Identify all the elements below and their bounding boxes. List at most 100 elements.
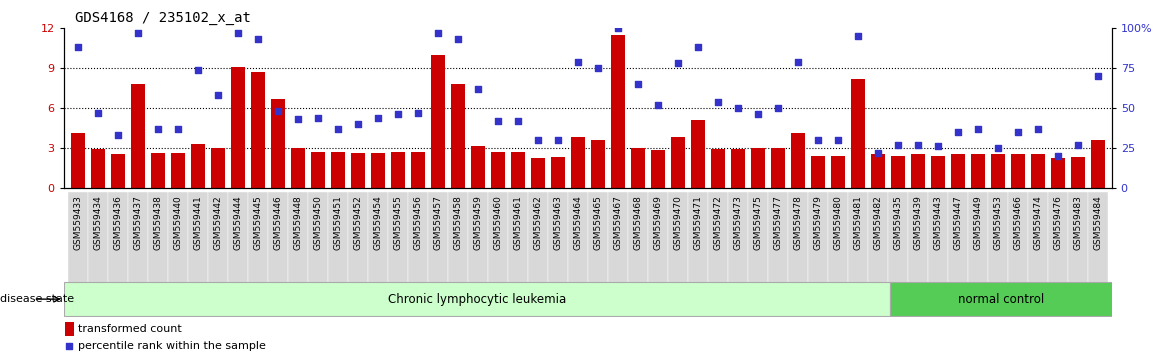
Bar (411, 152, 425, 188)
Point (888, 142, 907, 147)
Point (968, 126, 987, 132)
Bar (891, 156, 904, 188)
Bar (708, 193, 727, 283)
Bar (511, 152, 525, 188)
Bar (351, 153, 365, 188)
Bar (551, 157, 565, 188)
Point (228, 30, 247, 36)
Text: GSM559442: GSM559442 (213, 195, 222, 250)
Bar (830, 156, 844, 188)
Text: GSM559450: GSM559450 (313, 195, 322, 250)
Text: GSM559443: GSM559443 (933, 195, 943, 250)
Point (368, 115, 387, 120)
Bar (587, 193, 608, 283)
Bar (991, 154, 1005, 188)
Bar (491, 152, 505, 188)
Point (1009, 129, 1027, 135)
Point (948, 129, 967, 135)
Point (489, 118, 507, 124)
Text: GSM559433: GSM559433 (73, 195, 82, 250)
Bar (1007, 193, 1027, 283)
Text: GSM559467: GSM559467 (614, 195, 622, 250)
Bar (287, 193, 308, 283)
Point (629, 81, 647, 87)
Point (828, 137, 846, 143)
Bar (931, 156, 945, 188)
Text: GSM559447: GSM559447 (953, 195, 962, 250)
Text: GSM559436: GSM559436 (113, 195, 123, 250)
Point (508, 118, 527, 124)
Text: GSM559470: GSM559470 (673, 195, 682, 250)
Bar (331, 152, 345, 188)
Point (668, 61, 687, 66)
Bar (228, 193, 248, 283)
Point (1028, 126, 1047, 132)
Point (709, 99, 727, 104)
Bar (507, 193, 528, 283)
Bar (67, 193, 88, 283)
Text: Chronic lymphocytic leukemia: Chronic lymphocytic leukemia (388, 293, 566, 306)
Bar (250, 72, 265, 188)
Point (608, 25, 626, 31)
Bar (610, 35, 624, 188)
Point (769, 105, 787, 111)
Point (367, 263, 386, 268)
Bar (631, 148, 645, 188)
Text: GSM559464: GSM559464 (573, 195, 582, 250)
Bar (211, 148, 225, 188)
Bar (811, 156, 824, 188)
Bar (791, 133, 805, 188)
Bar (371, 153, 384, 188)
Point (728, 105, 747, 111)
Bar (191, 144, 205, 188)
Point (929, 143, 947, 149)
Bar (670, 137, 684, 188)
Point (288, 116, 307, 122)
Point (1069, 142, 1087, 147)
Text: GSM559471: GSM559471 (694, 195, 702, 250)
Point (329, 126, 347, 132)
Point (448, 37, 467, 42)
Bar (111, 154, 125, 188)
Text: GSM559483: GSM559483 (1073, 195, 1083, 250)
Bar (768, 193, 787, 283)
Point (129, 30, 147, 36)
Point (808, 137, 827, 143)
Bar (608, 193, 628, 283)
Bar (787, 193, 807, 283)
Bar (168, 193, 188, 283)
Bar (450, 84, 464, 188)
Bar (470, 147, 485, 188)
Point (588, 65, 607, 71)
Bar (647, 193, 668, 283)
Bar (668, 193, 688, 283)
Text: GSM559472: GSM559472 (713, 195, 723, 250)
Bar (988, 193, 1007, 283)
Bar (951, 154, 965, 188)
Bar (347, 193, 368, 283)
Bar (207, 193, 228, 283)
Point (388, 112, 406, 117)
Bar (127, 193, 148, 283)
Point (1089, 73, 1107, 79)
Text: GSM559459: GSM559459 (474, 195, 482, 250)
Bar (690, 120, 705, 188)
Bar (408, 193, 427, 283)
Point (409, 110, 427, 116)
Text: GSM559481: GSM559481 (853, 195, 863, 250)
Text: GDS4168 / 235102_x_at: GDS4168 / 235102_x_at (75, 11, 251, 25)
Point (748, 112, 767, 117)
Point (549, 137, 567, 143)
Text: GSM559476: GSM559476 (1053, 195, 1062, 250)
Text: GSM559462: GSM559462 (533, 195, 542, 250)
Bar (970, 154, 984, 188)
Bar (488, 193, 507, 283)
Text: GSM559484: GSM559484 (1093, 195, 1102, 250)
Point (349, 121, 367, 127)
Bar (64, 282, 891, 316)
Point (189, 67, 207, 73)
Bar (108, 193, 127, 283)
Text: GSM559449: GSM559449 (973, 195, 982, 250)
Point (249, 37, 267, 42)
Bar (851, 79, 865, 188)
